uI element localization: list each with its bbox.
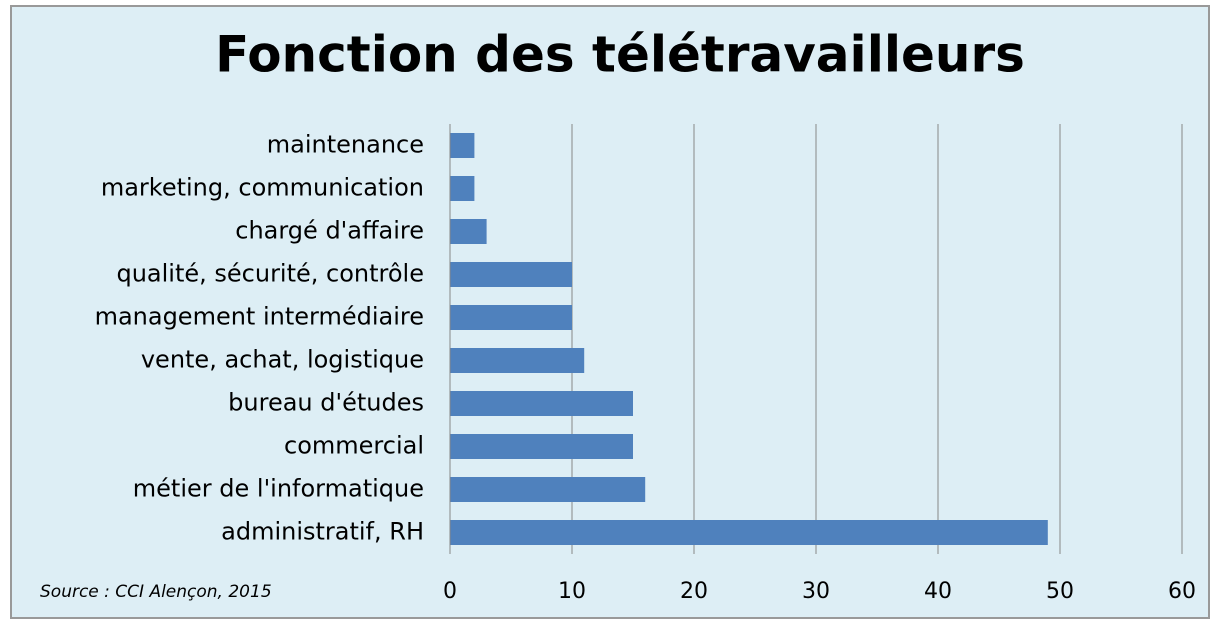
bar	[450, 348, 585, 373]
chart-title: Fonction des télétravailleurs	[215, 26, 1025, 84]
y-tick-label: bureau d'études	[228, 389, 424, 417]
bar	[450, 434, 633, 459]
source-note: Source : CCI Alençon, 2015	[40, 582, 272, 602]
y-tick-label: chargé d'affaire	[235, 217, 424, 245]
chart-background	[10, 5, 1210, 619]
y-tick-label: métier de l'informatique	[133, 475, 424, 503]
y-tick-label: qualité, sécurité, contrôle	[116, 260, 424, 288]
bar	[450, 391, 633, 416]
x-tick-label: 60	[1168, 579, 1196, 604]
x-tick-label: 20	[680, 579, 708, 604]
bar	[450, 305, 572, 330]
y-tick-label: management intermédiaire	[95, 303, 424, 331]
x-tick-label: 40	[924, 579, 952, 604]
y-tick-label: marketing, communication	[101, 174, 424, 202]
y-tick-label: maintenance	[267, 131, 424, 159]
bar	[450, 262, 572, 287]
x-tick-label: 50	[1046, 579, 1074, 604]
y-tick-label: commercial	[284, 432, 424, 460]
y-tick-label: administratif, RH	[221, 518, 424, 546]
bar	[450, 477, 646, 502]
x-tick-label: 30	[802, 579, 830, 604]
x-tick-label: 10	[558, 579, 586, 604]
bar	[450, 219, 487, 244]
bar	[450, 520, 1048, 545]
x-tick-label: 0	[443, 579, 457, 604]
y-tick-label: vente, achat, logistique	[141, 346, 424, 374]
bar	[450, 176, 475, 201]
bar	[450, 133, 475, 158]
